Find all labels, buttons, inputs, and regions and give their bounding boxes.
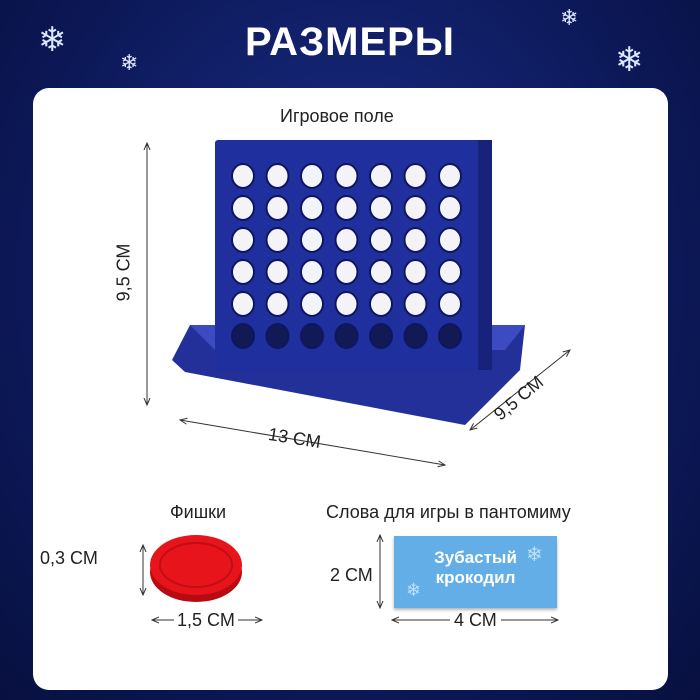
board-hole (300, 323, 324, 349)
board-hole (265, 323, 290, 349)
word-line-2: крокодил (435, 568, 516, 587)
board-hole (403, 291, 428, 317)
board-hole (334, 259, 359, 285)
board-hole (265, 163, 290, 189)
board-hole (369, 227, 393, 253)
board-hole (369, 195, 393, 221)
card-height: 2 СМ (330, 565, 373, 585)
board-hole (438, 323, 462, 349)
board-hole (231, 227, 255, 253)
snowflake-icon: ❄ (560, 5, 579, 30)
board-hole (231, 195, 255, 221)
board-hole (300, 227, 324, 253)
board-hole (438, 227, 462, 253)
board-hole (403, 163, 428, 189)
game-board (172, 140, 525, 425)
chip-diameter: 1,5 СМ (174, 610, 238, 631)
board-hole (403, 259, 428, 285)
board-hole (231, 259, 255, 285)
board-hole (265, 227, 290, 253)
word-card-text: Зубастый крокодил (394, 548, 557, 588)
board-hole (300, 163, 324, 189)
chips-label: Фишки (170, 502, 227, 522)
board-hole (369, 163, 393, 189)
board-hole (438, 259, 462, 285)
board-hole (334, 227, 359, 253)
snowflake-icon: ❄ (120, 50, 139, 75)
page-title: РАЗМЕРЫ (245, 20, 455, 64)
board-hole (300, 291, 324, 317)
board-hole (438, 163, 462, 189)
board-hole (369, 259, 393, 285)
red-chip (150, 535, 242, 602)
board-hole (231, 291, 255, 317)
snowflake-icon: ❄ (615, 41, 644, 79)
board-hole (438, 195, 462, 221)
board-hole (334, 323, 359, 349)
word-line-1: Зубастый (434, 548, 517, 567)
board-hole (265, 291, 290, 317)
board-hole (231, 163, 255, 189)
chip-height: 0,3 СМ (40, 548, 98, 568)
cards-label: Слова для игры в пантомиму (326, 502, 571, 522)
snowflake-icon: ❄ (526, 544, 543, 566)
board-hole (231, 323, 255, 349)
board-hole (334, 195, 359, 221)
board-hole (438, 291, 462, 317)
board-hole (369, 323, 393, 349)
board-hole (300, 195, 324, 221)
word-card: ❄ ❄ Зубастый крокодил (394, 536, 557, 608)
snowflake-icon: ❄ (38, 21, 67, 59)
board-label: Игровое поле (280, 106, 394, 126)
snowflake-icon: ❄ (406, 580, 422, 600)
board-hole (334, 291, 359, 317)
board-hole (403, 195, 428, 221)
board-height: 9,5 СМ (113, 243, 134, 302)
board-hole (403, 227, 428, 253)
card-width: 4 СМ (450, 610, 501, 631)
board-hole (403, 323, 428, 349)
board-hole (300, 259, 324, 285)
board-hole (265, 195, 290, 221)
board-hole (369, 291, 393, 317)
board-hole (334, 163, 359, 189)
board-hole (265, 259, 290, 285)
